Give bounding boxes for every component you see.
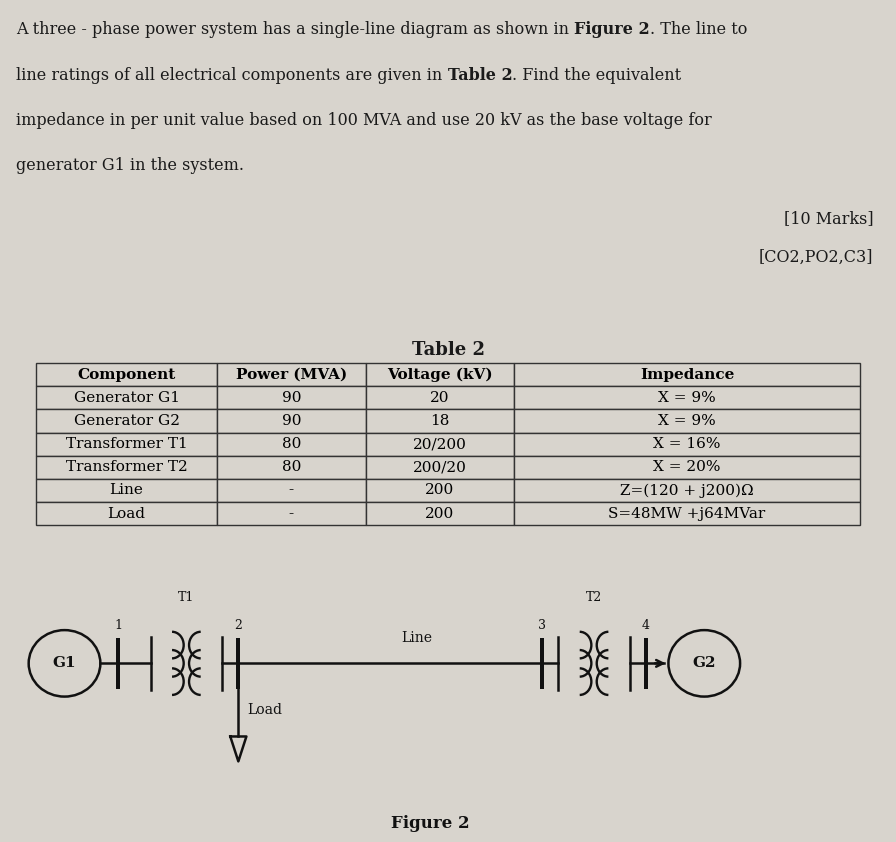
Text: G1: G1 xyxy=(53,657,76,670)
Text: impedance in per unit value based on 100 MVA and use 20 kV as the base voltage f: impedance in per unit value based on 100… xyxy=(16,112,712,129)
Text: 2: 2 xyxy=(235,619,242,632)
Text: generator G1 in the system.: generator G1 in the system. xyxy=(16,157,244,174)
Text: Line: Line xyxy=(401,631,433,645)
Text: . The line to: . The line to xyxy=(650,21,747,38)
Text: T2: T2 xyxy=(586,590,602,604)
Text: Figure 2: Figure 2 xyxy=(391,815,470,832)
Text: Load: Load xyxy=(247,703,282,717)
Text: T1: T1 xyxy=(178,590,194,604)
Text: . Find the equivalent: . Find the equivalent xyxy=(513,67,681,83)
Text: Table 2: Table 2 xyxy=(411,341,485,359)
Text: G2: G2 xyxy=(693,657,716,670)
Text: Table 2: Table 2 xyxy=(447,67,513,83)
Text: 1: 1 xyxy=(115,619,122,632)
Text: 4: 4 xyxy=(642,619,650,632)
Text: [CO2,PO2,C3]: [CO2,PO2,C3] xyxy=(759,248,874,265)
Text: A three - phase power system has a single-line diagram as shown in: A three - phase power system has a singl… xyxy=(16,21,574,38)
Text: 3: 3 xyxy=(538,619,546,632)
Text: [10 Marks]: [10 Marks] xyxy=(784,210,874,226)
Text: line ratings of all electrical components are given in: line ratings of all electrical component… xyxy=(16,67,447,83)
Text: Figure 2: Figure 2 xyxy=(574,21,650,38)
